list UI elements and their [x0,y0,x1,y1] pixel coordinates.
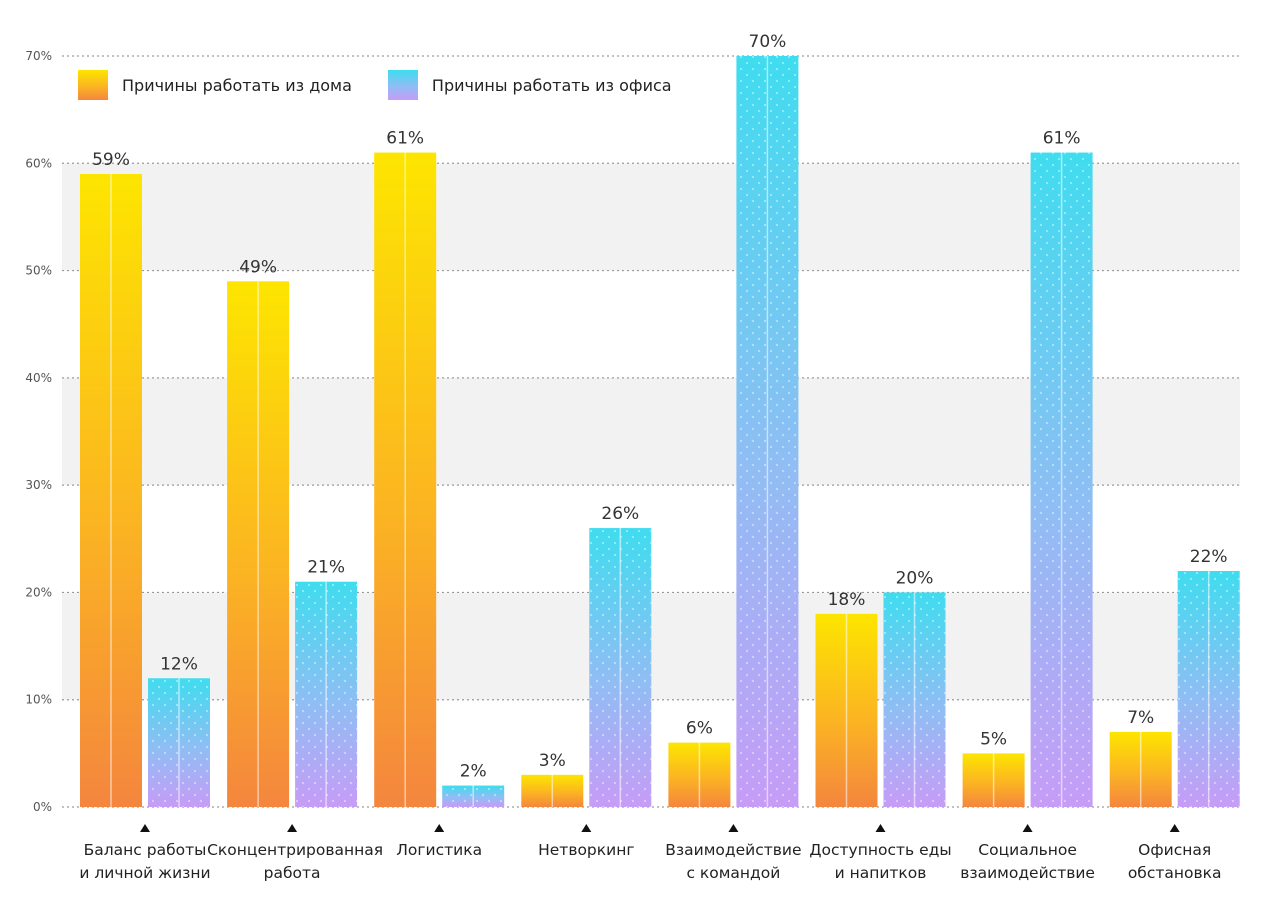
category-label: Баланс работы и личной жизни [79,841,211,882]
category-marker-icon [1022,824,1033,832]
value-label-home: 6% [686,719,713,739]
y-tick-label: 60% [25,156,52,170]
y-tick-label: 40% [25,371,52,385]
category-marker-icon [728,824,739,832]
value-label-office: 22% [1190,547,1228,567]
value-label-office: 61% [1043,129,1081,149]
value-label-home: 3% [539,751,566,771]
value-label-home: 61% [386,129,424,149]
y-tick-label: 30% [25,478,52,492]
legend-item-home: Причины работать из дома [78,70,352,100]
value-label-office: 20% [896,568,934,588]
category-marker-icon [1169,824,1180,832]
category-marker-icon [581,824,592,832]
value-label-office: 21% [307,558,345,578]
y-tick-label: 20% [25,585,52,599]
category-label: Логистика [396,841,483,859]
legend-item-office: Причины работать из офиса [387,70,672,100]
category-label: Офисная обстановка [1127,841,1222,882]
y-tick-label: 10% [25,693,52,707]
value-label-office: 70% [749,32,787,52]
category-marker-icon [434,824,445,832]
value-label-office: 2% [460,762,487,782]
category-marker-icon [875,824,886,832]
legend-label-office: Причины работать из офиса [431,75,672,95]
value-label-home: 5% [980,729,1007,749]
category-label: Сконцентрированная работа [207,841,384,882]
legend-swatch-home [78,70,108,100]
value-label-office: 26% [601,504,639,524]
legend: Причины работать из дома Причины работат… [78,70,672,100]
category-label: Доступность еды и напитков [809,841,952,882]
category-marker-icon [140,824,150,832]
y-tick-label: 70% [25,49,52,63]
value-label-home: 18% [828,590,866,610]
legend-swatch-office [387,70,418,100]
value-label-home: 49% [239,257,277,277]
value-label-home: 59% [92,150,130,170]
y-tick-label: 0% [33,800,52,814]
category-label: Социальное взаимодействие [960,841,1095,882]
legend-label-home: Причины работать из дома [122,75,352,95]
y-tick-label: 50% [25,264,52,278]
category-label: Нетворкинг [538,841,635,859]
category-marker-icon [287,824,298,832]
value-label-office: 12% [160,654,198,674]
category-label: Взаимодействие с командой [665,841,802,882]
value-label-home: 7% [1127,708,1154,728]
